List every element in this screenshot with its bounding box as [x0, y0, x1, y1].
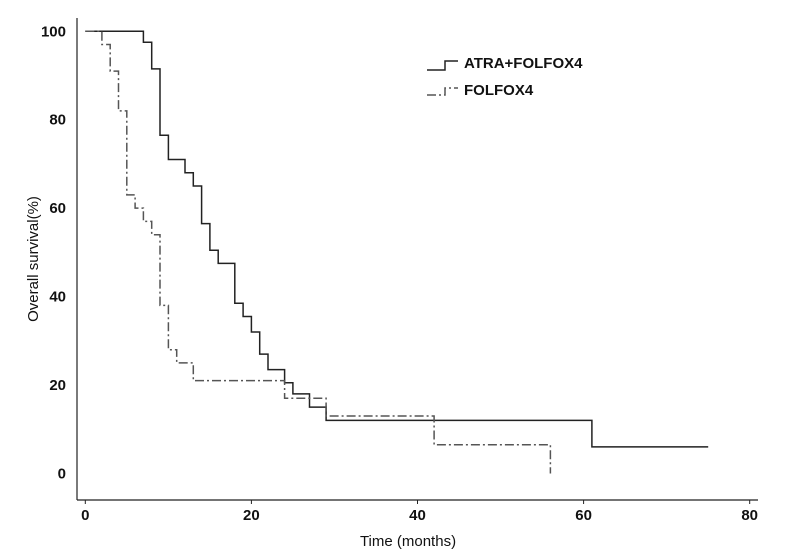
y-tick-label: 80 — [49, 112, 66, 129]
x-axis-title: Time (months) — [360, 533, 456, 550]
x-tick-label: 60 — [575, 507, 592, 524]
x-tick-group: 0 20 40 60 80 — [81, 500, 758, 524]
x-tick-label: 0 — [81, 507, 89, 524]
legend-symbol-folfox4 — [427, 87, 458, 96]
y-tick-label: 0 — [58, 465, 66, 482]
y-tick-group: 0 20 40 60 80 100 — [41, 23, 66, 482]
legend-label-atra-folfox4: ATRA+FOLFOX4 — [464, 55, 583, 72]
series-layer — [85, 30, 709, 474]
y-tick-label: 40 — [49, 289, 66, 306]
x-tick-label: 40 — [409, 507, 426, 524]
y-tick-label: 60 — [49, 200, 66, 217]
legend-symbol-atra-folfox4 — [427, 60, 458, 71]
x-tick-label: 80 — [741, 507, 758, 524]
legend: ATRA+FOLFOX4 FOLFOX4 — [427, 55, 583, 99]
x-tick-label: 20 — [243, 507, 260, 524]
y-axis-title: Overall survival(%) — [25, 196, 42, 322]
y-tick-label: 100 — [41, 23, 66, 40]
y-tick-label: 20 — [49, 377, 66, 394]
legend-label-folfox4: FOLFOX4 — [464, 82, 534, 99]
series-line-folfox4 — [85, 30, 552, 474]
series-line-atra-folfox4 — [85, 30, 709, 448]
